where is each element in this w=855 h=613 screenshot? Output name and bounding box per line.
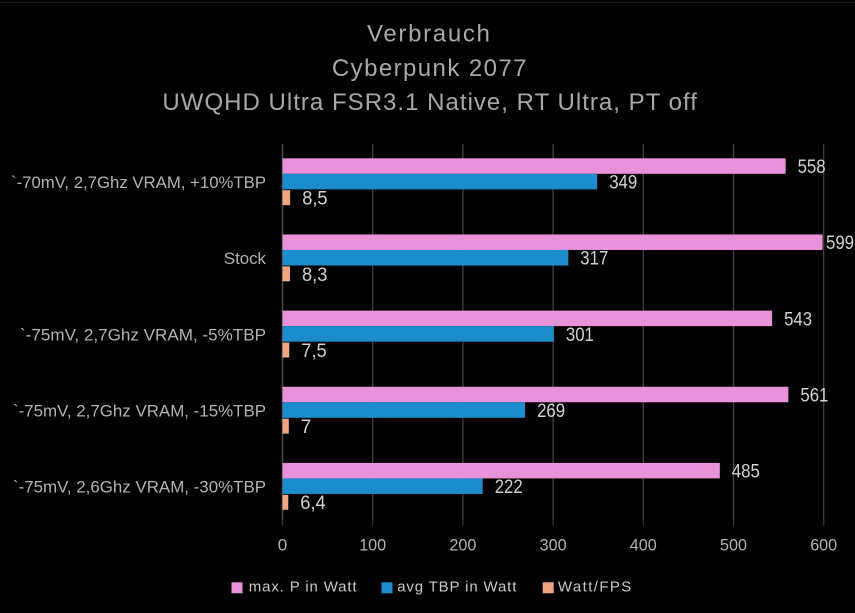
svg-text:`-75mV, 2,7Ghz VRAM, -5%TBP: `-75mV, 2,7Ghz VRAM, -5%TBP <box>20 325 266 344</box>
svg-text:0: 0 <box>278 536 287 555</box>
svg-text:6,4: 6,4 <box>300 493 326 514</box>
svg-text:222: 222 <box>495 477 523 498</box>
svg-text:200: 200 <box>449 536 476 555</box>
svg-text:UWQHD Ultra FSR3.1 Native, RT: UWQHD Ultra FSR3.1 Native, RT Ultra, PT … <box>162 89 698 116</box>
svg-text:7: 7 <box>301 417 312 438</box>
svg-text:349: 349 <box>609 173 637 194</box>
svg-text:`-70mV, 2,7Ghz VRAM, +10%TBP: `-70mV, 2,7Ghz VRAM, +10%TBP <box>11 173 266 192</box>
svg-text:8,3: 8,3 <box>302 265 327 286</box>
svg-text:7,5: 7,5 <box>301 341 326 362</box>
svg-text:avg TBP in Watt: avg TBP in Watt <box>397 579 517 596</box>
svg-text:269: 269 <box>537 401 565 422</box>
svg-text:400: 400 <box>630 536 657 555</box>
svg-text:600: 600 <box>810 536 837 555</box>
svg-text:Watt/FPS: Watt/FPS <box>558 579 633 596</box>
svg-text:599: 599 <box>826 233 854 254</box>
svg-text:558: 558 <box>798 157 826 178</box>
svg-text:Cyberpunk 2077: Cyberpunk 2077 <box>332 55 528 82</box>
svg-text:485: 485 <box>732 462 760 483</box>
svg-text:561: 561 <box>800 385 828 406</box>
svg-text:500: 500 <box>720 536 747 555</box>
svg-text:max. P in Watt: max. P in Watt <box>249 579 358 596</box>
svg-text:`-75mV, 2,6Ghz VRAM, -30%TBP: `-75mV, 2,6Ghz VRAM, -30%TBP <box>13 478 266 497</box>
svg-text:8,5: 8,5 <box>302 189 327 210</box>
svg-text:300: 300 <box>540 536 567 555</box>
svg-text:Stock: Stock <box>224 249 267 268</box>
svg-text:`-75mV, 2,7Ghz VRAM, -15%TBP: `-75mV, 2,7Ghz VRAM, -15%TBP <box>13 402 266 421</box>
svg-text:301: 301 <box>566 325 594 346</box>
svg-text:Verbrauch: Verbrauch <box>367 21 492 48</box>
svg-text:543: 543 <box>784 309 812 330</box>
svg-text:317: 317 <box>580 249 608 270</box>
svg-text:100: 100 <box>359 536 386 555</box>
